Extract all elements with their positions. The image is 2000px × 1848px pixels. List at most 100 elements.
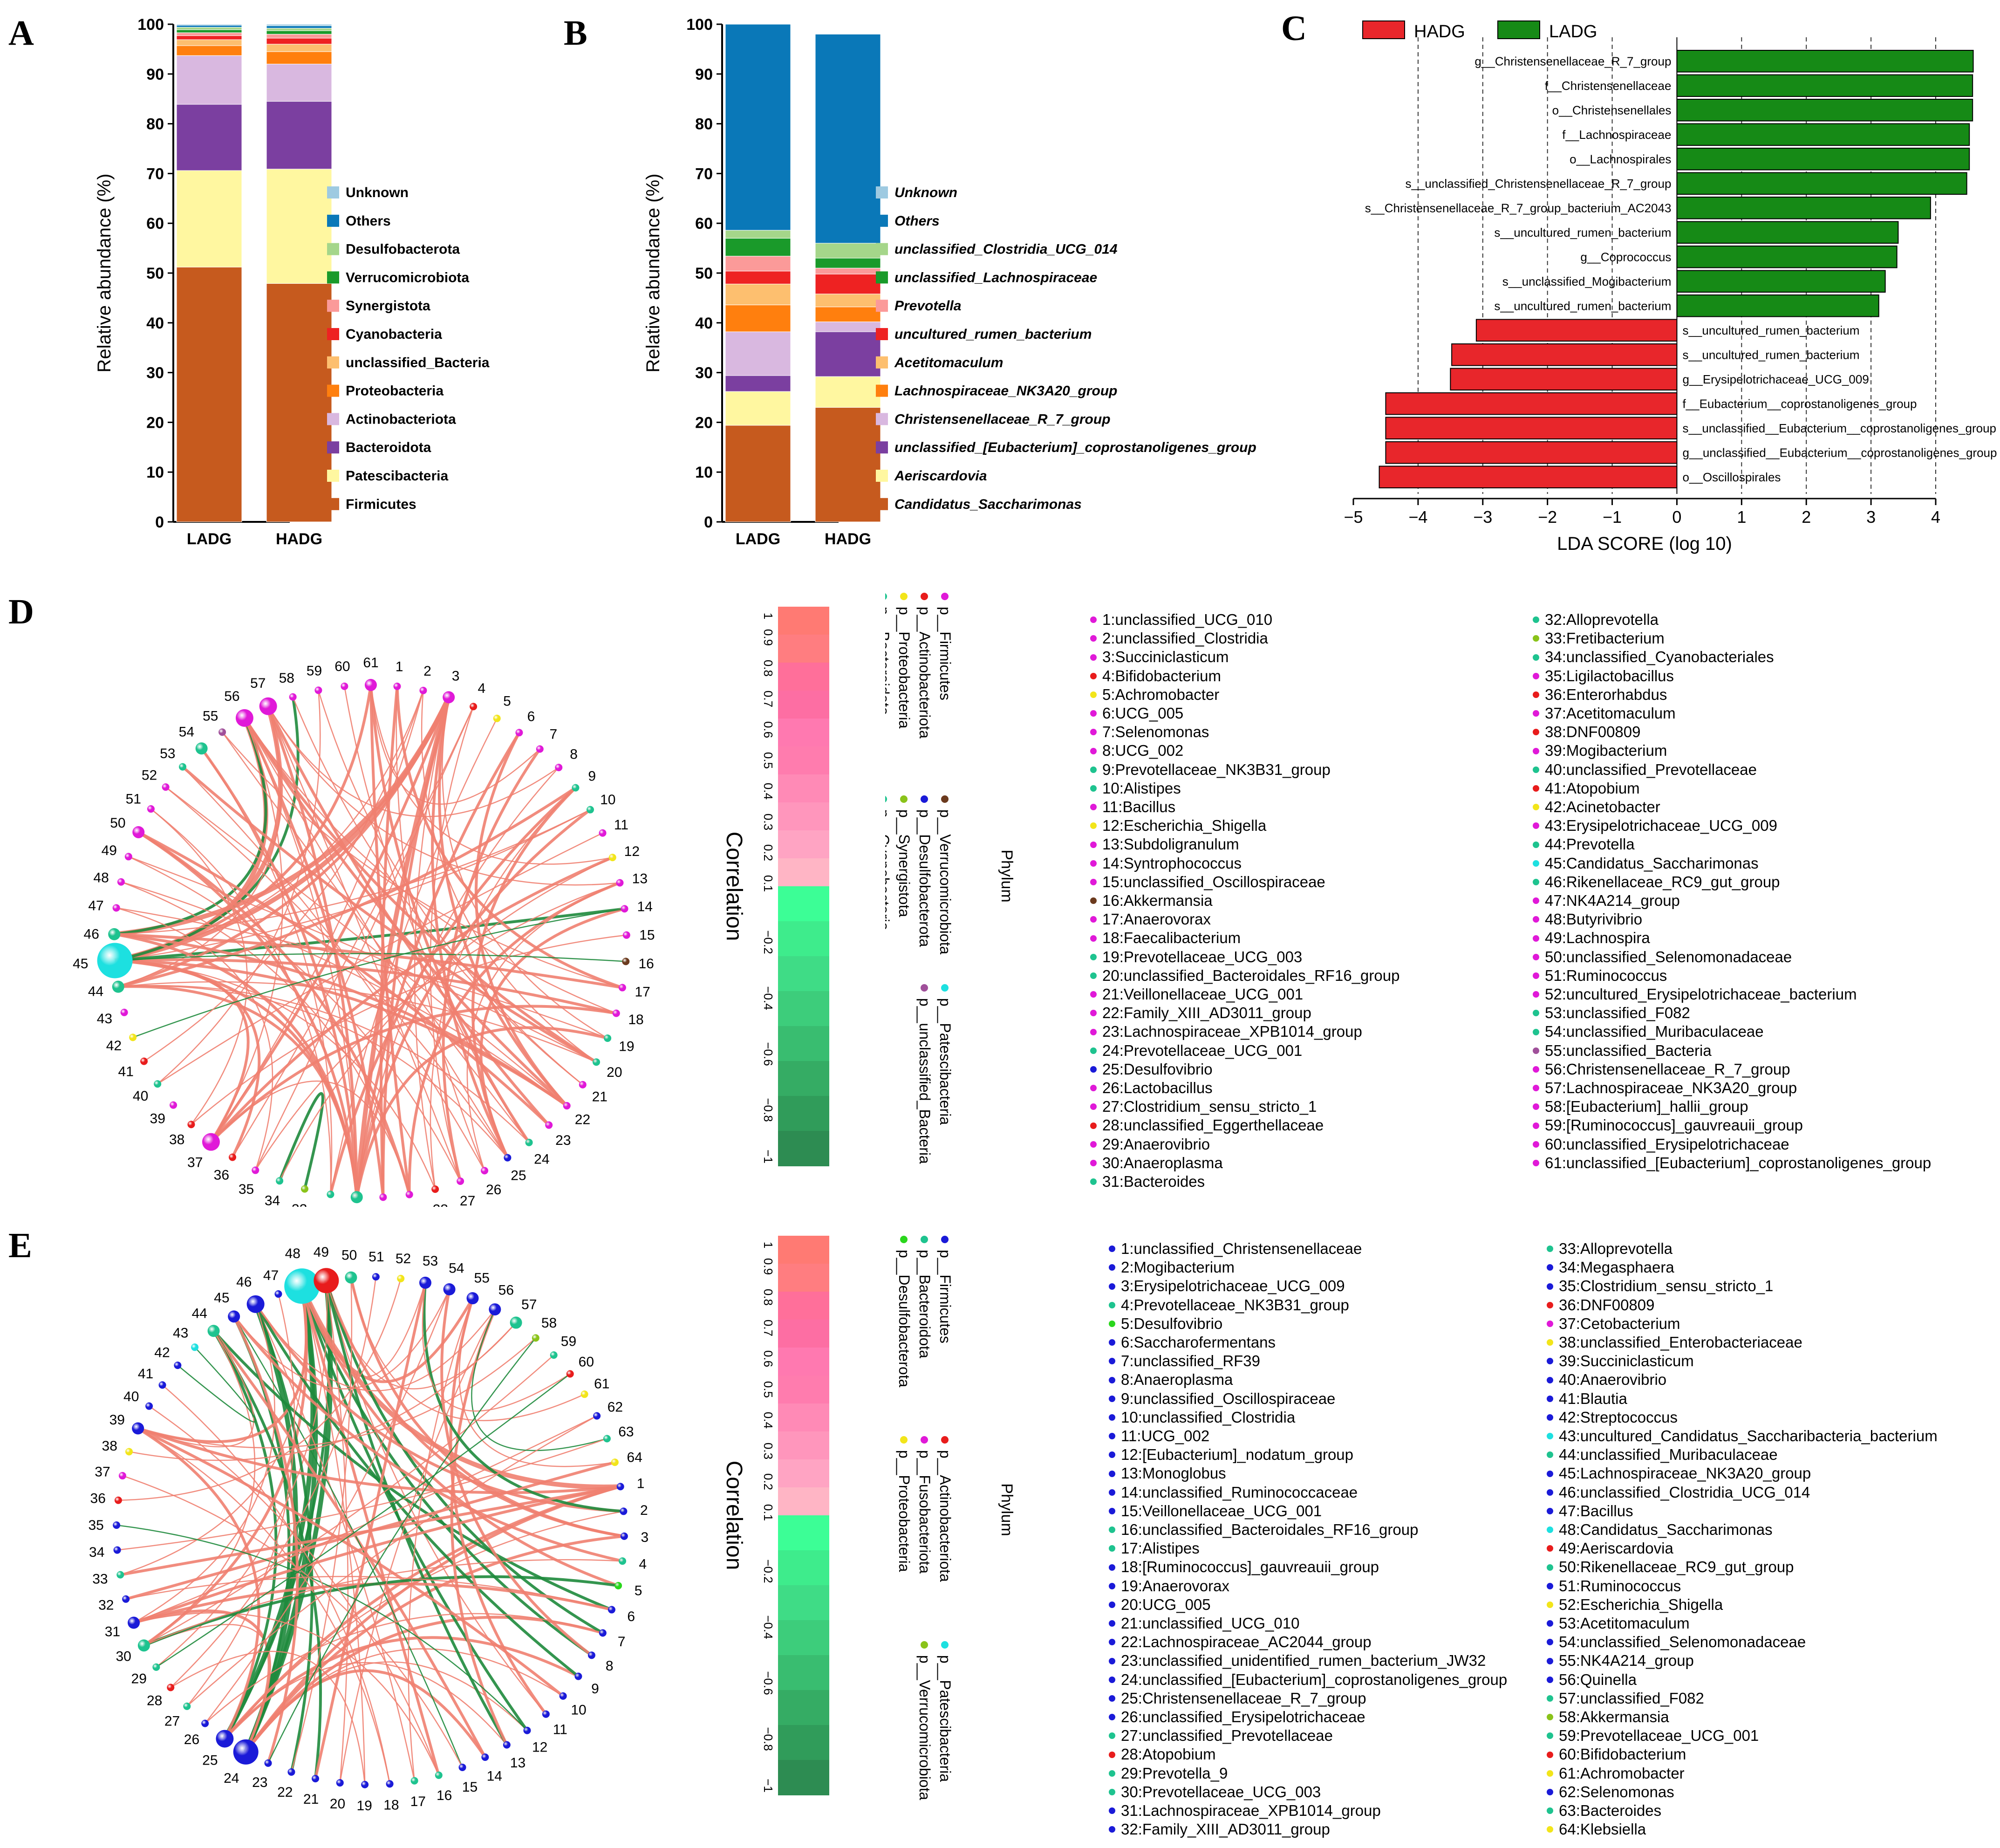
- node-legend-item: 13: Subdoligranulum: [1090, 835, 1399, 854]
- node-legend-item: 43: Erysipelotrichaceae_UCG_009: [1533, 816, 1931, 835]
- node-legend-separator: :: [1576, 1764, 1580, 1782]
- y-tick-label: 100: [686, 16, 713, 34]
- network-edge: [150, 808, 332, 1195]
- node-legend-id: 47: [1559, 1502, 1576, 1519]
- node-legend-item: 53: unclassified_F082: [1533, 1004, 1931, 1022]
- node-legend-separator: :: [1138, 1483, 1142, 1501]
- bar-segment: [266, 24, 332, 26]
- network-node: [397, 1274, 405, 1282]
- node-legend-name: Desulfovibrio: [1123, 1060, 1213, 1078]
- node-number: 37: [95, 1465, 110, 1480]
- network-node: [195, 742, 208, 755]
- node-legend-name: Prevotellaceae_UCG_003: [1123, 948, 1303, 965]
- node-legend-id: 56: [1559, 1670, 1576, 1688]
- node-legend-id: 41: [1545, 779, 1562, 797]
- network-node: [216, 1730, 234, 1748]
- node-legend-item: 32: Family_XIII_AD3011_group: [1109, 1820, 1507, 1839]
- colorbar-segment: [778, 1725, 829, 1760]
- node-legend-id: 64: [1559, 1821, 1576, 1838]
- node-legend-dot: [1090, 1141, 1097, 1148]
- node-legend-item: 62: Selenomonas: [1547, 1783, 1938, 1801]
- network-node: [145, 1402, 153, 1410]
- node-legend-separator: :: [1129, 1314, 1134, 1332]
- node-legend-id: 10: [1102, 779, 1119, 797]
- network-edge: [132, 908, 625, 1038]
- node-legend-separator: :: [1576, 1240, 1580, 1257]
- colorbar-segment: [778, 1550, 829, 1586]
- node-legend-id: 44: [1559, 1446, 1576, 1464]
- node-legend-name: Alloprevotella: [1580, 1240, 1673, 1257]
- bar-segment: [176, 29, 242, 33]
- node-legend-separator: :: [1562, 1135, 1566, 1153]
- node-number: 4: [639, 1557, 647, 1572]
- node-legend-id: 38: [1559, 1334, 1576, 1351]
- y-tick-label: 0: [155, 513, 164, 531]
- node-legend-dot: [1533, 691, 1539, 698]
- bar-label: g__Coprococcus: [1580, 250, 1671, 264]
- network-node: [312, 1775, 320, 1783]
- colorbar-segment: [778, 1487, 829, 1516]
- phylum-legend-dot: [885, 796, 887, 802]
- node-legend-item: 17: Alistipes: [1109, 1539, 1507, 1558]
- node-number: 57: [250, 676, 266, 691]
- node-legend-id: 52: [1545, 986, 1562, 1003]
- bar-segment: [815, 407, 881, 522]
- network-node: [536, 745, 544, 753]
- bar-segment: [266, 28, 332, 31]
- node-legend-item: 35: Ligilactobacillus: [1533, 667, 1931, 685]
- network-node: [152, 1663, 160, 1671]
- node-legend-separator: :: [1138, 1446, 1142, 1464]
- network-node: [466, 1292, 479, 1305]
- node-legend-item: 24: Prevotellaceae_UCG_001: [1090, 1041, 1399, 1060]
- node-legend-dot: [1533, 916, 1539, 923]
- legend-swatch: [327, 300, 339, 312]
- network-node: [179, 763, 187, 771]
- node-legend-dot: [1533, 953, 1539, 960]
- node-legend-item: 46: unclassified_Clostridia_UCG_014: [1547, 1483, 1938, 1502]
- network-edge: [114, 932, 568, 1107]
- node-legend-dot: [1090, 860, 1097, 867]
- node-legend-id: 42: [1559, 1408, 1576, 1426]
- bar-segment: [815, 322, 881, 332]
- node-legend-dot: [1547, 1451, 1553, 1458]
- bar-segment: [815, 331, 881, 377]
- node-legend-item: 52: Escherichia_Shigella: [1547, 1595, 1938, 1614]
- node-legend-separator: :: [1576, 1689, 1580, 1707]
- node-legend-separator: :: [1138, 1540, 1142, 1557]
- node-legend-name: Subdoligranulum: [1123, 835, 1239, 853]
- network-node: [259, 697, 277, 715]
- node-legend-separator: :: [1562, 1098, 1566, 1116]
- node-legend-item: 8: Anaeroplasma: [1109, 1370, 1507, 1389]
- phylum-legend-e: Phylum p__Firmicutesp__Bacteroidotap__Des…: [896, 1236, 1016, 1800]
- node-legend-dot: [1533, 1010, 1539, 1017]
- network-edge: [210, 690, 424, 1143]
- legend-swatch: [876, 441, 888, 454]
- node-legend-separator: :: [1562, 929, 1566, 947]
- node-number: 9: [591, 1681, 599, 1697]
- node-legend-item: 50: Rikenellaceae_RC9_gut_group: [1547, 1558, 1938, 1576]
- network-node: [118, 1472, 126, 1480]
- node-legend-id: 39: [1545, 742, 1562, 760]
- node-legend-name: UCG_002: [1141, 1427, 1210, 1445]
- node-legend-dot: [1109, 1507, 1115, 1514]
- node-legend-id: 53: [1559, 1615, 1576, 1632]
- node-legend-separator: :: [1119, 1135, 1124, 1153]
- node-legend-separator: :: [1562, 1004, 1566, 1022]
- node-legend-id: 19: [1121, 1577, 1138, 1595]
- node-legend-id: 24: [1102, 1041, 1119, 1059]
- node-legend-id: 57: [1545, 1079, 1562, 1097]
- node-legend-dot: [1109, 1545, 1115, 1552]
- node-number: 23: [555, 1133, 571, 1148]
- node-legend-name: Candidatus_Saccharimonas: [1566, 854, 1759, 872]
- node-legend-separator: :: [1576, 1465, 1580, 1482]
- bar-label: f__Lachnospiraceae: [1562, 128, 1671, 142]
- colorbar-tick-label: 1: [761, 1242, 775, 1248]
- node-legend-name: Anaerovorax: [1123, 910, 1211, 928]
- network-edge: [278, 1092, 324, 1190]
- node-legend-name: Bacillus: [1122, 798, 1176, 816]
- panel-label-d: D: [8, 592, 34, 631]
- node-legend-dot: [1547, 1526, 1553, 1533]
- node-legend-separator: :: [1111, 685, 1115, 703]
- node-legend-item: 60: unclassified_Erysipelotrichaceae: [1533, 1135, 1931, 1154]
- legend-label: Actinobacteriota: [346, 411, 456, 427]
